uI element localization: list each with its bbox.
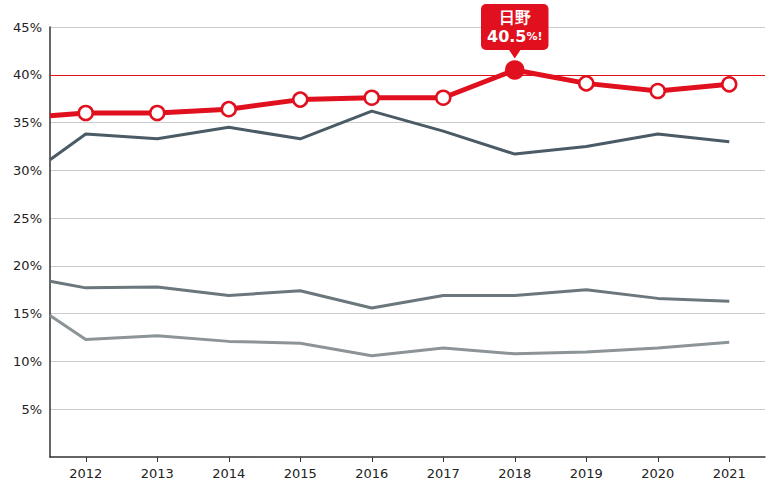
svg-text:20%: 20%: [13, 258, 42, 273]
svg-text:2016: 2016: [355, 466, 388, 481]
svg-text:30%: 30%: [13, 163, 42, 178]
svg-text:10%: 10%: [13, 354, 42, 369]
svg-text:2013: 2013: [141, 466, 174, 481]
svg-text:2020: 2020: [641, 466, 674, 481]
svg-text:35%: 35%: [13, 115, 42, 130]
svg-text:2021: 2021: [713, 466, 746, 481]
svg-text:15%: 15%: [13, 306, 42, 321]
svg-text:5%: 5%: [21, 402, 42, 417]
svg-text:日野: 日野: [499, 8, 531, 27]
svg-text:2014: 2014: [212, 466, 245, 481]
svg-text:40%: 40%: [13, 67, 42, 82]
svg-text:2017: 2017: [427, 466, 460, 481]
svg-text:2019: 2019: [570, 466, 603, 481]
svg-text:2018: 2018: [498, 466, 531, 481]
svg-text:40.5: 40.5: [487, 27, 526, 46]
svg-text:%!: %!: [526, 30, 542, 43]
svg-text:2015: 2015: [284, 466, 317, 481]
svg-text:25%: 25%: [13, 211, 42, 226]
svg-text:2012: 2012: [69, 466, 102, 481]
svg-text:45%: 45%: [13, 20, 42, 35]
